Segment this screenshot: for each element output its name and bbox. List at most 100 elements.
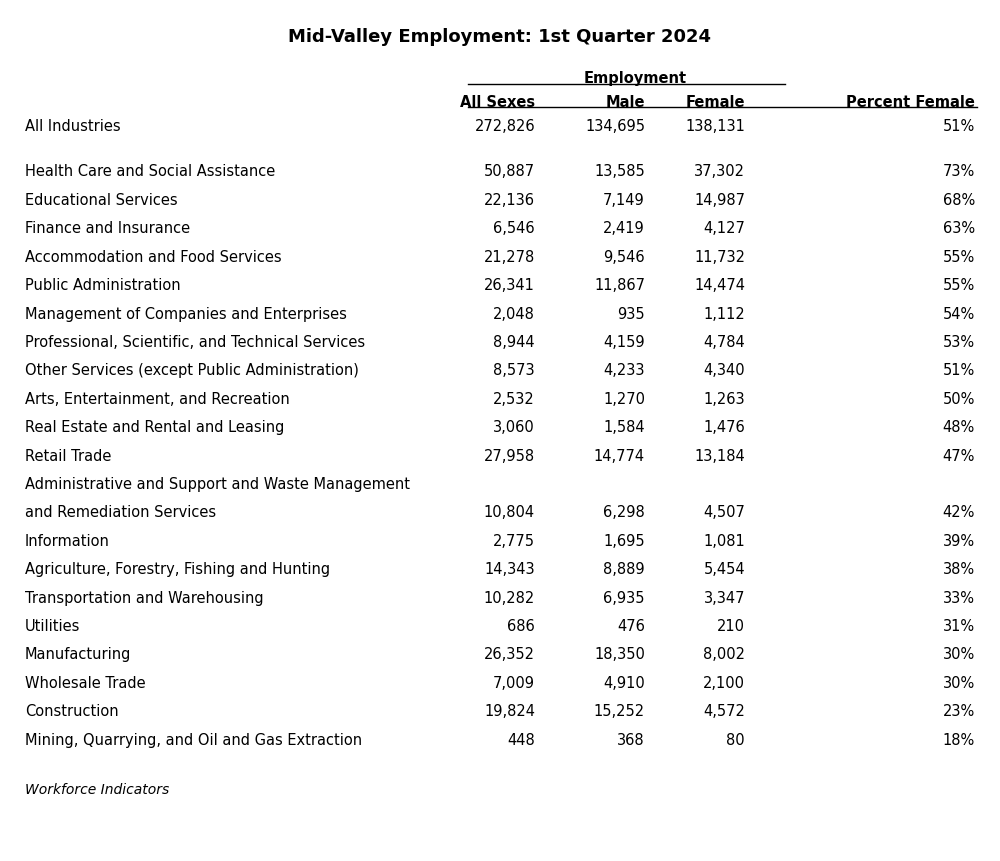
Text: 1,476: 1,476 (703, 420, 745, 435)
Text: 686: 686 (507, 619, 535, 634)
Text: 39%: 39% (943, 534, 975, 548)
Text: 134,695: 134,695 (585, 119, 645, 133)
Text: 3,060: 3,060 (493, 420, 535, 435)
Text: 13,184: 13,184 (694, 449, 745, 463)
Text: 51%: 51% (943, 119, 975, 133)
Text: Other Services (except Public Administration): Other Services (except Public Administra… (25, 363, 359, 378)
Text: Information: Information (25, 534, 110, 548)
Text: 4,233: 4,233 (604, 363, 645, 378)
Text: 42%: 42% (943, 505, 975, 520)
Text: 55%: 55% (943, 250, 975, 264)
Text: 3,347: 3,347 (704, 591, 745, 605)
Text: Finance and Insurance: Finance and Insurance (25, 221, 190, 236)
Text: 1,270: 1,270 (603, 392, 645, 406)
Text: 10,804: 10,804 (484, 505, 535, 520)
Text: 4,784: 4,784 (703, 335, 745, 350)
Text: 210: 210 (717, 619, 745, 634)
Text: Management of Companies and Enterprises: Management of Companies and Enterprises (25, 307, 347, 321)
Text: 37,302: 37,302 (694, 164, 745, 179)
Text: Arts, Entertainment, and Recreation: Arts, Entertainment, and Recreation (25, 392, 290, 406)
Text: 21,278: 21,278 (484, 250, 535, 264)
Text: Utilities: Utilities (25, 619, 80, 634)
Text: 47%: 47% (943, 449, 975, 463)
Text: 448: 448 (507, 733, 535, 747)
Text: 5,454: 5,454 (703, 562, 745, 577)
Text: 14,474: 14,474 (694, 278, 745, 293)
Text: 7,149: 7,149 (603, 193, 645, 208)
Text: 1,112: 1,112 (703, 307, 745, 321)
Text: 4,127: 4,127 (703, 221, 745, 236)
Text: 26,352: 26,352 (484, 647, 535, 662)
Text: 54%: 54% (943, 307, 975, 321)
Text: Construction: Construction (25, 704, 119, 719)
Text: Agriculture, Forestry, Fishing and Hunting: Agriculture, Forestry, Fishing and Hunti… (25, 562, 330, 577)
Text: Accommodation and Food Services: Accommodation and Food Services (25, 250, 282, 264)
Text: 38%: 38% (943, 562, 975, 577)
Text: 2,419: 2,419 (603, 221, 645, 236)
Text: 8,002: 8,002 (703, 647, 745, 662)
Text: Mining, Quarrying, and Oil and Gas Extraction: Mining, Quarrying, and Oil and Gas Extra… (25, 733, 362, 747)
Text: Workforce Indicators: Workforce Indicators (25, 783, 169, 796)
Text: 8,573: 8,573 (493, 363, 535, 378)
Text: 30%: 30% (943, 647, 975, 662)
Text: Real Estate and Rental and Leasing: Real Estate and Rental and Leasing (25, 420, 284, 435)
Text: 51%: 51% (943, 363, 975, 378)
Text: 1,263: 1,263 (703, 392, 745, 406)
Text: 22,136: 22,136 (484, 193, 535, 208)
Text: 26,341: 26,341 (484, 278, 535, 293)
Text: 4,507: 4,507 (703, 505, 745, 520)
Text: Retail Trade: Retail Trade (25, 449, 111, 463)
Text: 68%: 68% (943, 193, 975, 208)
Text: and Remediation Services: and Remediation Services (25, 505, 216, 520)
Text: 53%: 53% (943, 335, 975, 350)
Text: 11,732: 11,732 (694, 250, 745, 264)
Text: Manufacturing: Manufacturing (25, 647, 131, 662)
Text: 50,887: 50,887 (484, 164, 535, 179)
Text: 368: 368 (617, 733, 645, 747)
Text: 4,572: 4,572 (703, 704, 745, 719)
Text: 1,081: 1,081 (703, 534, 745, 548)
Text: 48%: 48% (943, 420, 975, 435)
Text: Female: Female (686, 95, 745, 109)
Text: Mid-Valley Employment: 1st Quarter 2024: Mid-Valley Employment: 1st Quarter 2024 (288, 28, 712, 46)
Text: 7,009: 7,009 (493, 676, 535, 691)
Text: 4,159: 4,159 (603, 335, 645, 350)
Text: 2,100: 2,100 (703, 676, 745, 691)
Text: 476: 476 (617, 619, 645, 634)
Text: 27,958: 27,958 (484, 449, 535, 463)
Text: 4,340: 4,340 (703, 363, 745, 378)
Text: 63%: 63% (943, 221, 975, 236)
Text: Educational Services: Educational Services (25, 193, 178, 208)
Text: 10,282: 10,282 (484, 591, 535, 605)
Text: Health Care and Social Assistance: Health Care and Social Assistance (25, 164, 275, 179)
Text: Employment: Employment (583, 71, 687, 85)
Text: 55%: 55% (943, 278, 975, 293)
Text: 33%: 33% (943, 591, 975, 605)
Text: 935: 935 (617, 307, 645, 321)
Text: Professional, Scientific, and Technical Services: Professional, Scientific, and Technical … (25, 335, 365, 350)
Text: 8,889: 8,889 (603, 562, 645, 577)
Text: Percent Female: Percent Female (846, 95, 975, 109)
Text: 73%: 73% (943, 164, 975, 179)
Text: Administrative and Support and Waste Management: Administrative and Support and Waste Man… (25, 477, 410, 492)
Text: 14,987: 14,987 (694, 193, 745, 208)
Text: 31%: 31% (943, 619, 975, 634)
Text: 2,048: 2,048 (493, 307, 535, 321)
Text: 6,935: 6,935 (604, 591, 645, 605)
Text: 9,546: 9,546 (603, 250, 645, 264)
Text: Transportation and Warehousing: Transportation and Warehousing (25, 591, 264, 605)
Text: 138,131: 138,131 (685, 119, 745, 133)
Text: 1,584: 1,584 (603, 420, 645, 435)
Text: 30%: 30% (943, 676, 975, 691)
Text: 272,826: 272,826 (474, 119, 535, 133)
Text: 18%: 18% (943, 733, 975, 747)
Text: All Sexes: All Sexes (460, 95, 535, 109)
Text: 14,343: 14,343 (484, 562, 535, 577)
Text: 11,867: 11,867 (594, 278, 645, 293)
Text: Wholesale Trade: Wholesale Trade (25, 676, 146, 691)
Text: 2,532: 2,532 (493, 392, 535, 406)
Text: 4,910: 4,910 (603, 676, 645, 691)
Text: 23%: 23% (943, 704, 975, 719)
Text: 1,695: 1,695 (603, 534, 645, 548)
Text: 8,944: 8,944 (493, 335, 535, 350)
